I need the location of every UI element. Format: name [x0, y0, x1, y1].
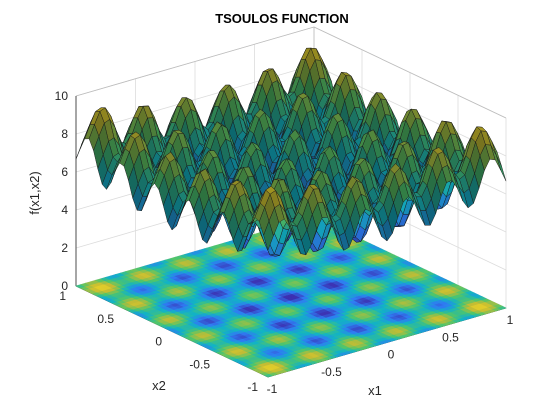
contour-floor — [75, 216, 507, 378]
x1-tick-label: 1 — [507, 313, 514, 327]
z-tick-label: 10 — [55, 89, 69, 103]
x2-tick-label: -1 — [247, 380, 258, 394]
x2-tick-label: 1 — [59, 289, 66, 303]
box-edge — [75, 26, 315, 97]
surface-cell — [495, 155, 507, 182]
z-tick-label: 8 — [61, 127, 68, 141]
x1-tick-label: -1 — [267, 382, 278, 396]
x2-tick-label: -0.5 — [189, 357, 210, 371]
x2-axis-label: x2 — [152, 378, 166, 393]
z-axis-label: f(x1,x2) — [27, 171, 42, 214]
x2-tick-label: 0 — [155, 335, 162, 349]
z-tick-label: 6 — [61, 165, 68, 179]
x1-axis-label: x1 — [368, 383, 382, 398]
chart-title: TSOULOS FUNCTION — [215, 11, 349, 26]
x1-tick-label: 0 — [388, 348, 395, 362]
x1-tick-label: 0.5 — [442, 330, 459, 344]
surface-cell — [263, 220, 274, 251]
tick-labels: 0 2 4 6 8 10 -1 -0.5 0 0.5 1 -1 -0.5 0 0.5 1 — [55, 89, 514, 396]
x1-tick-label: -0.5 — [321, 365, 342, 379]
z-tick-label: 2 — [61, 241, 68, 255]
x2-tick-label: 0.5 — [97, 312, 114, 326]
box-edge — [313, 26, 507, 119]
z-tick-label: 4 — [61, 203, 68, 217]
surface-mesh — [75, 47, 507, 257]
z-tick-label: 0 — [61, 279, 68, 293]
